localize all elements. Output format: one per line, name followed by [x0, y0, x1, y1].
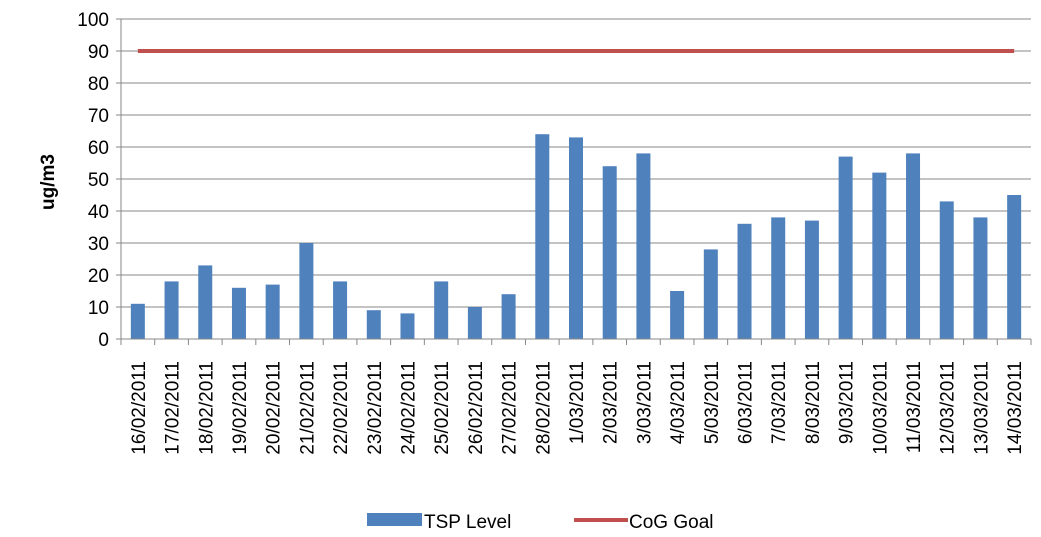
bar: [1007, 195, 1022, 339]
x-tick-label: 11/03/2011: [904, 361, 925, 453]
bar: [265, 284, 280, 339]
bar: [333, 281, 348, 339]
x-tick-label: 8/03/2011: [803, 361, 824, 444]
bar: [501, 294, 516, 339]
x-tick-labels: 16/02/2011 17/02/2011 18/02/2011 19/02/2011…: [129, 361, 1026, 455]
bar: [670, 291, 685, 339]
y-tick-label: 50: [88, 170, 109, 191]
bar: [299, 243, 314, 339]
x-tick-label: 2/03/2011: [601, 361, 622, 444]
y-tick-label: 20: [88, 266, 109, 287]
bar: [535, 134, 550, 339]
x-tick-label: 21/02/2011: [297, 361, 318, 455]
bar: [164, 281, 179, 339]
x-tick-label: 24/02/2011: [398, 361, 419, 455]
bar: [973, 217, 988, 339]
bar: [198, 265, 213, 339]
bar: [636, 153, 651, 339]
bar: [737, 223, 752, 339]
x-tick-label: 19/02/2011: [230, 361, 251, 455]
x-tick-label: 5/03/2011: [702, 361, 723, 444]
bar: [569, 137, 583, 339]
bar: [838, 156, 853, 339]
bar: [703, 249, 718, 339]
x-tick-label: 26/02/2011: [466, 361, 487, 455]
y-tick-label: 60: [88, 138, 109, 159]
bar: [467, 307, 482, 339]
x-tick-label: 12/03/2011: [938, 361, 959, 455]
x-tick-label: 14/03/2011: [1005, 361, 1026, 455]
legend: TSP Level CoG Goal: [367, 512, 713, 533]
x-tick-label: 16/02/2011: [129, 361, 150, 455]
bar: [906, 153, 921, 339]
bar: [231, 287, 246, 339]
axes: [116, 18, 1032, 345]
x-tick-label: 23/02/2011: [365, 361, 386, 455]
x-tick-label: 13/03/2011: [971, 361, 992, 455]
x-tick-label: 4/03/2011: [668, 361, 689, 444]
y-tick-label: 80: [88, 74, 109, 95]
bar: [804, 220, 819, 339]
x-tick-label: 28/02/2011: [533, 361, 554, 455]
bar: [602, 166, 617, 339]
y-tick-label: 100: [77, 10, 109, 31]
bar: [434, 281, 449, 339]
x-tick-label: 27/02/2011: [500, 361, 521, 455]
x-tick-label: 17/02/2011: [163, 361, 184, 455]
x-tick-label: 6/03/2011: [736, 361, 757, 444]
y-tick-label: 90: [88, 42, 109, 63]
x-tick-label: 1/03/2011: [567, 361, 588, 444]
y-axis-label: ug/m3: [38, 154, 59, 210]
bar: [400, 313, 415, 339]
legend-label: CoG Goal: [629, 512, 713, 533]
x-tick-label: 3/03/2011: [634, 361, 655, 444]
y-tick-labels: 0 10 20 30 40 50 60 70 80 90 100: [77, 10, 109, 351]
x-tick-label: 20/02/2011: [264, 361, 285, 455]
legend-label: TSP Level: [424, 512, 511, 533]
bar-series: [130, 134, 1022, 339]
bar: [366, 310, 381, 339]
bar: [939, 201, 954, 339]
y-tick-label: 70: [88, 106, 109, 127]
legend-swatch-bar: [367, 513, 422, 526]
y-tick-label: 40: [88, 202, 109, 223]
y-tick-label: 30: [88, 234, 109, 255]
x-tick-label: 22/02/2011: [331, 361, 352, 455]
bar: [130, 303, 145, 339]
y-tick-label: 10: [88, 298, 109, 319]
x-tick-label: 10/03/2011: [870, 361, 891, 455]
x-tick-label: 7/03/2011: [769, 361, 790, 444]
x-tick-label: 9/03/2011: [837, 361, 858, 444]
x-tick-label: 18/02/2011: [196, 361, 217, 455]
y-tick-label: 0: [98, 330, 109, 351]
bar: [872, 172, 887, 339]
bar: [771, 217, 786, 339]
x-tick-label: 25/02/2011: [432, 361, 453, 455]
